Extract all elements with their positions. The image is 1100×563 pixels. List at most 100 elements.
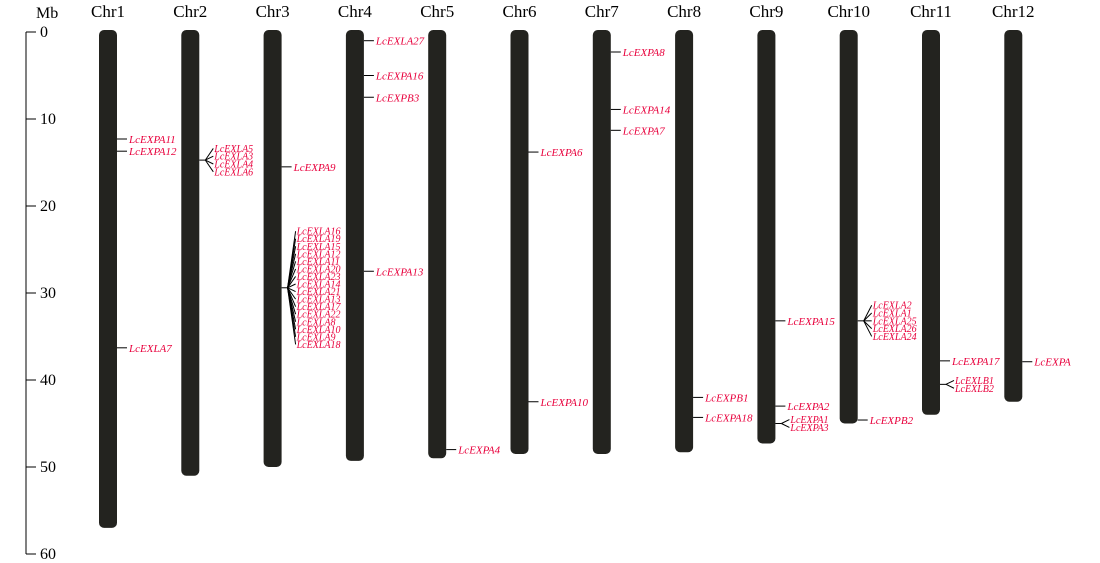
gene-label: LcEXLA16: [296, 227, 341, 238]
chromosome-bar: [181, 30, 200, 476]
gene-label: LcEXLA12: [296, 249, 341, 260]
gene-label: LcEXPB3: [375, 92, 420, 104]
gene-label: LcEXPA2: [786, 401, 829, 413]
chromosome-label: Chr6: [503, 2, 537, 21]
y-axis: Mb 0 10 20 30 40 50 60: [25, 5, 58, 563]
chromosome-chr7: Chr7 LcEXPA8 LcEXPA14 LcEXPA7: [585, 2, 671, 454]
gene-label: LcEXLA15: [296, 242, 341, 253]
chromosome-bar: [263, 30, 282, 467]
gene-label: LcEXLA8: [296, 317, 336, 328]
tick-label: 60: [40, 546, 56, 563]
chromosome-bar: [428, 30, 447, 459]
tick-label: 20: [40, 198, 56, 215]
gene-label: LcEXLA14: [296, 280, 341, 291]
gene-label: LcEXLA18: [296, 340, 341, 351]
gene-connector: [287, 283, 296, 289]
chromosome-label: Chr8: [667, 2, 701, 21]
gene-label: LcEXLA13: [296, 295, 341, 306]
gene-label: LcEXLA23: [296, 272, 341, 283]
gene-label: LcEXLA20: [296, 264, 341, 275]
gene-label: LcEXPA13: [375, 266, 424, 278]
tick-label: 30: [40, 285, 56, 302]
gene-connector: [287, 276, 297, 289]
gene-label: LcEXLB2: [954, 384, 994, 395]
chromosome-label: Chr3: [256, 2, 290, 21]
tick-label: 10: [40, 111, 56, 128]
chromosome-bar: [99, 30, 117, 528]
gene-connector: [204, 159, 214, 173]
gene-label: LcEXLA6: [213, 167, 253, 178]
gene-label: LcEXPA11: [128, 134, 176, 146]
gene-label: LcEXLA25: [872, 316, 917, 327]
gene-label: LcEXLA17: [296, 302, 342, 313]
chromosomes: Chr1LcEXPA11LcEXPA12LcEXLA7Chr2LcEXLA5Lc…: [91, 2, 1071, 528]
gene-connector: [863, 320, 873, 337]
gene-label: LcEXPA17: [951, 356, 1000, 368]
chromosome-label: Chr1: [91, 2, 125, 21]
gene-connector: [945, 383, 955, 389]
gene-label: LcEXLA21: [296, 287, 341, 298]
gene-label: LcEXPA1: [789, 415, 828, 426]
gene-label: LcEXLA7: [128, 343, 172, 355]
chromosome-chr3: Chr3LcEXPA9LcEXLA16LcEXLA19LcEXLA15LcEXL…: [256, 2, 342, 467]
gene-label: LcEXLA1: [872, 309, 912, 320]
chromosome-bar: [757, 30, 776, 444]
gene-connector: [863, 312, 873, 322]
chromosome-bar: [345, 30, 364, 461]
gene-connector: [287, 287, 296, 293]
gene-label: LcEXLA27: [375, 36, 425, 48]
chromosome-chr5: Chr5 LcEXPA4: [420, 2, 501, 459]
chromosome-label: Chr7: [585, 2, 620, 21]
gene-label: LcEXPA16: [375, 71, 424, 83]
gene-label: LcEXLB1: [954, 376, 994, 387]
chromosome-label: Chr10: [827, 2, 870, 21]
gene-label: LcEXPA18: [704, 412, 753, 424]
gene-label: LcEXLA9: [296, 332, 336, 343]
chromosome-bar: [922, 30, 940, 415]
chromosome-label: Chr12: [992, 2, 1035, 21]
chromosome-chr6: Chr6 LcEXPA6 LcEXPA10: [503, 2, 589, 454]
chromosome-chr10: Chr10 LcEXLA2LcEXLA1LcEXLA25LcEXLA26LcEXL…: [827, 2, 916, 427]
chromosome-label: Chr11: [910, 2, 952, 21]
tick-label: 40: [40, 372, 56, 389]
chromosome-bar: [675, 30, 694, 453]
gene-connector: [781, 423, 790, 428]
tick-label: 0: [40, 24, 48, 41]
gene-label: LcEXPA8: [622, 47, 665, 59]
chromosome-label: Chr2: [173, 2, 207, 21]
gene-connector: [287, 287, 297, 345]
chromosome-label: Chr9: [749, 2, 783, 21]
gene-label: LcEXLA26: [872, 324, 917, 335]
chromosome-bar: [510, 30, 529, 454]
tick-label: 50: [40, 459, 56, 476]
gene-label: LcEXPA12: [128, 146, 177, 158]
gene-connector: [205, 159, 214, 165]
chromosome-bar: [1004, 30, 1023, 402]
chromosome-chr8: Chr8 LcEXPB1 LcEXPA18: [667, 2, 753, 453]
gene-label: LcEXPA6: [540, 147, 583, 159]
gene-label: LcEXPB1: [704, 392, 748, 404]
gene-label: LcEXLA11: [296, 257, 340, 268]
gene-label: LcEXLA3: [213, 152, 253, 163]
gene-label: LcEXPA10: [540, 397, 589, 409]
chromosome-bar: [839, 30, 858, 424]
gene-label: LcEXPA: [1033, 357, 1071, 369]
gene-label: LcEXLA22: [296, 310, 341, 321]
chromosome-chr4: Chr4 LcEXLA27 LcEXPA16 LcEXPB3 LcEXPA13: [338, 2, 425, 461]
gene-connector: [287, 268, 297, 288]
gene-label: LcEXPB2: [869, 415, 914, 427]
gene-label: LcEXPA4: [457, 445, 500, 457]
gene-connector: [204, 148, 214, 161]
gene-label: LcEXPA15: [786, 316, 835, 328]
gene-connector: [863, 305, 873, 322]
gene-label: LcEXLA5: [213, 144, 253, 155]
gene-label: LcEXLA4: [213, 160, 253, 171]
gene-label: LcEXLA2: [872, 301, 912, 312]
chromosome-bar: [592, 30, 611, 454]
gene-connector: [863, 320, 873, 329]
gene-connector: [945, 380, 955, 385]
